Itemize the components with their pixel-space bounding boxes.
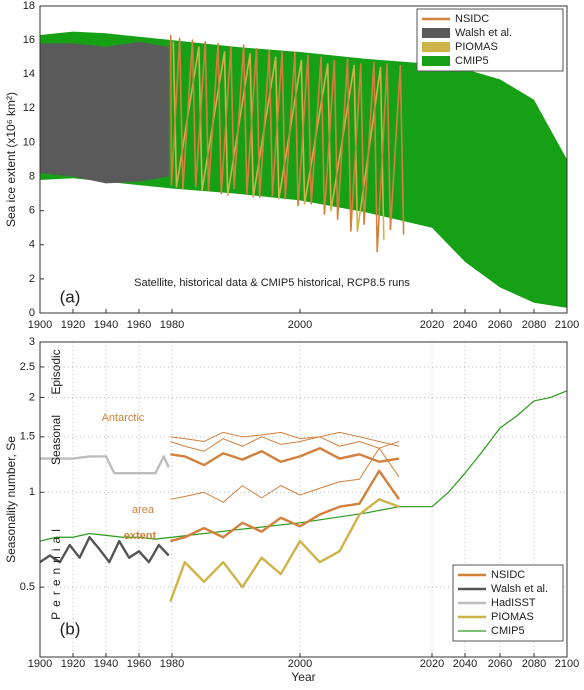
- x-tick-label: 2100: [555, 319, 579, 331]
- x-tick-label: 2080: [522, 319, 546, 331]
- plot-frame: [39, 5, 568, 314]
- x-tick-label: 1980: [160, 319, 184, 331]
- legend: NSIDC Walsh et al. HadISST PIOMAS CMIP5: [452, 564, 564, 642]
- legend-label: HadISST: [491, 597, 536, 609]
- y-axis-label: Sea ice extent (x10⁶ km²): [4, 92, 18, 227]
- x-tick-label: 2060: [488, 319, 512, 331]
- legend-label: CMIP5: [491, 625, 525, 637]
- legend-swatch: [422, 42, 450, 52]
- legend-label: NSIDC: [455, 13, 489, 25]
- x-tick-label: 2000: [288, 319, 312, 331]
- x-tick-label: 2100: [555, 658, 579, 670]
- annotation: Perennial: [49, 524, 63, 620]
- y-tick-label: 1: [29, 486, 35, 498]
- annotation: Episodic: [49, 349, 63, 394]
- y-tick-label: 0: [29, 307, 35, 319]
- x-tick-label: 2040: [453, 319, 477, 331]
- x-tick-label: 1980: [160, 658, 184, 670]
- y-tick-label: 0.5: [20, 581, 35, 593]
- y-tick-label: 14: [23, 68, 35, 80]
- annotation: area: [132, 504, 155, 516]
- x-tick-label: 1900: [28, 658, 52, 670]
- series-line: [169, 498, 400, 602]
- y-tick-label: 6: [29, 205, 35, 217]
- y-tick-label: 2: [29, 391, 35, 403]
- series-line: [169, 34, 405, 253]
- annotation: (b): [60, 619, 81, 638]
- series-line: [170, 469, 400, 543]
- legend-label: NSIDC: [491, 569, 525, 581]
- series-line: [40, 455, 170, 475]
- y-tick-label: 16: [23, 34, 35, 46]
- legend-label: Walsh et al.: [491, 583, 548, 595]
- panel: 1900 1920 1940 1960 1980 2000 2020 2040 2060 2080…: [4, 0, 579, 331]
- series-line: [170, 436, 400, 452]
- x-tick-label: 1900: [28, 319, 52, 331]
- plot-frame: [39, 341, 568, 658]
- x-axis-label: Year: [291, 670, 315, 684]
- y-tick-label: 1.5: [20, 431, 35, 443]
- x-tick-label: 2020: [420, 319, 444, 331]
- band: [40, 41, 169, 184]
- x-tick-label: 1960: [127, 319, 151, 331]
- legend: NSIDC Walsh et al. PIOMAS CMIP5: [416, 8, 564, 72]
- y-tick-label: 10: [23, 136, 35, 148]
- series-line: [170, 431, 400, 447]
- legend-label: PIOMAS: [455, 41, 498, 53]
- x-tick-label: 1920: [61, 319, 85, 331]
- annotation: extent: [124, 530, 157, 542]
- y-tick-label: 8: [29, 170, 35, 182]
- y-tick-label: 12: [23, 102, 35, 114]
- y-tick-label: 2: [29, 273, 35, 285]
- annotation: Antarctic: [102, 412, 145, 424]
- x-tick-label: 1940: [94, 319, 118, 331]
- y-tick-label: 2.5: [20, 361, 35, 373]
- annotation: (a): [60, 287, 81, 306]
- annotation: Seasonal: [49, 415, 63, 465]
- x-tick-label: 1940: [94, 658, 118, 670]
- x-tick-label: 2060: [488, 658, 512, 670]
- panel: 1900 1920 1940 1960 1980 2000 2020 2040 2060 2080…: [4, 336, 579, 684]
- y-tick-label: 4: [29, 239, 35, 251]
- x-tick-label: 1920: [61, 658, 85, 670]
- legend-swatch: [422, 28, 450, 38]
- x-tick-label: 2020: [420, 658, 444, 670]
- x-tick-label: 1960: [127, 658, 151, 670]
- legend-label: CMIP5: [455, 55, 489, 67]
- legend-label: PIOMAS: [491, 611, 534, 623]
- y-tick-label: 18: [23, 0, 35, 12]
- series-line: [39, 536, 170, 564]
- series-line: [39, 390, 568, 542]
- annotation: Satellite, historical data & CMIP5 histo…: [134, 277, 410, 289]
- x-tick-label: 2000: [288, 658, 312, 670]
- y-tick-label: 3: [29, 336, 35, 348]
- legend-label: Walsh et al.: [455, 27, 512, 39]
- series-line: [170, 447, 400, 503]
- x-tick-label: 2080: [522, 658, 546, 670]
- series-line: [170, 447, 400, 467]
- y-axis-label: Seasonality number, Se: [4, 436, 18, 563]
- x-tick-label: 2040: [453, 658, 477, 670]
- legend-swatch: [422, 56, 450, 66]
